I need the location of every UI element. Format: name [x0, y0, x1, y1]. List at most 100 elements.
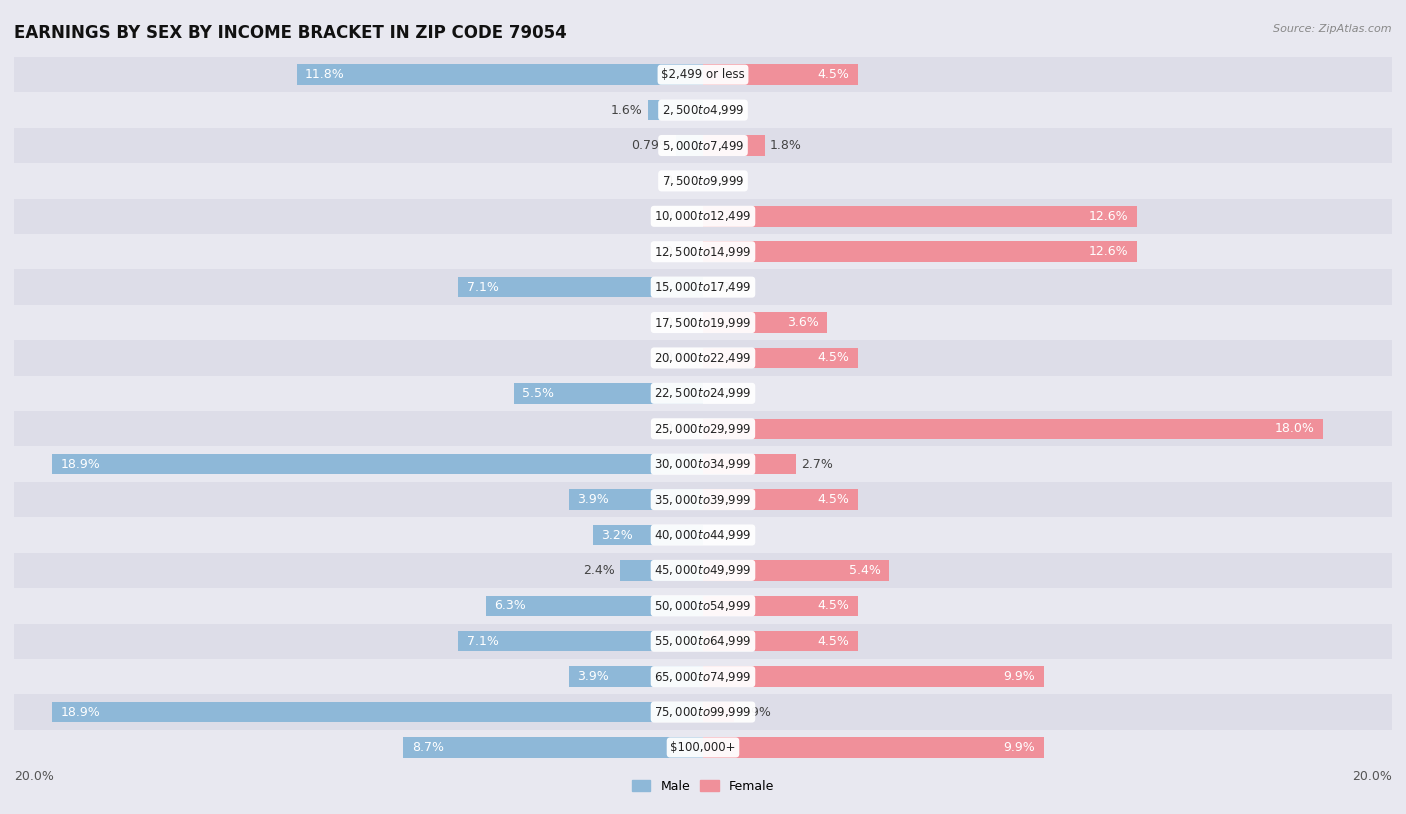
Bar: [648, 100, 703, 120]
Bar: [52, 702, 703, 722]
Text: 7.1%: 7.1%: [467, 635, 499, 648]
Text: $20,000 to $22,499: $20,000 to $22,499: [654, 351, 752, 365]
Bar: [404, 737, 703, 758]
Text: 8.7%: 8.7%: [412, 741, 444, 754]
Bar: [14, 92, 1392, 128]
Text: 6.3%: 6.3%: [495, 599, 526, 612]
Bar: [14, 163, 1392, 199]
Bar: [620, 560, 703, 580]
Text: 0.0%: 0.0%: [664, 210, 696, 223]
Text: 0.0%: 0.0%: [664, 422, 696, 435]
Text: 11.8%: 11.8%: [305, 68, 344, 81]
Bar: [703, 313, 827, 333]
Text: 9.9%: 9.9%: [1004, 741, 1035, 754]
Bar: [568, 489, 703, 510]
Bar: [703, 702, 734, 722]
Text: 0.9%: 0.9%: [740, 706, 770, 719]
Bar: [458, 277, 703, 297]
Bar: [14, 128, 1392, 163]
Text: 3.9%: 3.9%: [578, 670, 609, 683]
Bar: [486, 596, 703, 616]
Text: 1.8%: 1.8%: [770, 139, 801, 152]
Bar: [703, 135, 765, 155]
Text: $2,500 to $4,999: $2,500 to $4,999: [662, 103, 744, 117]
Bar: [703, 348, 858, 368]
Legend: Male, Female: Male, Female: [627, 775, 779, 798]
Text: 5.4%: 5.4%: [849, 564, 880, 577]
Text: $65,000 to $74,999: $65,000 to $74,999: [654, 670, 752, 684]
Bar: [14, 340, 1392, 375]
Bar: [703, 206, 1137, 226]
Bar: [703, 242, 1137, 262]
Bar: [14, 659, 1392, 694]
Bar: [703, 560, 889, 580]
Text: 0.0%: 0.0%: [710, 281, 742, 294]
Text: 12.6%: 12.6%: [1088, 245, 1129, 258]
Bar: [14, 411, 1392, 446]
Text: 4.5%: 4.5%: [817, 635, 849, 648]
Text: 4.5%: 4.5%: [817, 599, 849, 612]
Text: $75,000 to $99,999: $75,000 to $99,999: [654, 705, 752, 719]
Text: 20.0%: 20.0%: [14, 771, 53, 783]
Text: 2.7%: 2.7%: [801, 457, 832, 470]
Bar: [703, 667, 1045, 687]
Bar: [297, 64, 703, 85]
Text: 3.2%: 3.2%: [602, 528, 633, 541]
Bar: [703, 489, 858, 510]
Bar: [568, 667, 703, 687]
Bar: [52, 454, 703, 475]
Text: $2,499 or less: $2,499 or less: [661, 68, 745, 81]
Text: 0.0%: 0.0%: [664, 174, 696, 187]
Text: $17,500 to $19,999: $17,500 to $19,999: [654, 316, 752, 330]
Text: 0.0%: 0.0%: [710, 103, 742, 116]
Bar: [14, 624, 1392, 659]
Text: 1.6%: 1.6%: [612, 103, 643, 116]
Bar: [593, 525, 703, 545]
Text: 0.79%: 0.79%: [631, 139, 671, 152]
Bar: [14, 375, 1392, 411]
Text: $40,000 to $44,999: $40,000 to $44,999: [654, 528, 752, 542]
Text: $5,000 to $7,499: $5,000 to $7,499: [662, 138, 744, 152]
Text: 18.9%: 18.9%: [60, 457, 100, 470]
Text: 0.0%: 0.0%: [664, 316, 696, 329]
Text: $30,000 to $34,999: $30,000 to $34,999: [654, 457, 752, 471]
Bar: [703, 596, 858, 616]
Bar: [458, 631, 703, 651]
Text: $35,000 to $39,999: $35,000 to $39,999: [654, 492, 752, 506]
Bar: [676, 135, 703, 155]
Bar: [14, 730, 1392, 765]
Text: 0.0%: 0.0%: [710, 174, 742, 187]
Text: 3.6%: 3.6%: [786, 316, 818, 329]
Text: $50,000 to $54,999: $50,000 to $54,999: [654, 599, 752, 613]
Bar: [14, 304, 1392, 340]
Bar: [14, 446, 1392, 482]
Text: $7,500 to $9,999: $7,500 to $9,999: [662, 174, 744, 188]
Text: $55,000 to $64,999: $55,000 to $64,999: [654, 634, 752, 648]
Text: 7.1%: 7.1%: [467, 281, 499, 294]
Bar: [14, 553, 1392, 588]
Bar: [14, 269, 1392, 304]
Bar: [513, 383, 703, 404]
Text: $10,000 to $12,499: $10,000 to $12,499: [654, 209, 752, 223]
Text: 5.5%: 5.5%: [522, 387, 554, 400]
Text: EARNINGS BY SEX BY INCOME BRACKET IN ZIP CODE 79054: EARNINGS BY SEX BY INCOME BRACKET IN ZIP…: [14, 24, 567, 42]
Bar: [14, 199, 1392, 234]
Text: 18.0%: 18.0%: [1275, 422, 1315, 435]
Bar: [14, 588, 1392, 624]
Bar: [703, 454, 796, 475]
Text: $15,000 to $17,499: $15,000 to $17,499: [654, 280, 752, 294]
Bar: [703, 64, 858, 85]
Text: 18.9%: 18.9%: [60, 706, 100, 719]
Text: 0.0%: 0.0%: [664, 352, 696, 365]
Bar: [703, 418, 1323, 439]
Text: Source: ZipAtlas.com: Source: ZipAtlas.com: [1274, 24, 1392, 34]
Text: $45,000 to $49,999: $45,000 to $49,999: [654, 563, 752, 577]
Text: 4.5%: 4.5%: [817, 68, 849, 81]
Text: 0.0%: 0.0%: [664, 245, 696, 258]
Text: $100,000+: $100,000+: [671, 741, 735, 754]
Text: 0.0%: 0.0%: [710, 387, 742, 400]
Text: 0.0%: 0.0%: [710, 528, 742, 541]
Bar: [14, 482, 1392, 518]
Bar: [14, 694, 1392, 730]
Text: $22,500 to $24,999: $22,500 to $24,999: [654, 387, 752, 400]
